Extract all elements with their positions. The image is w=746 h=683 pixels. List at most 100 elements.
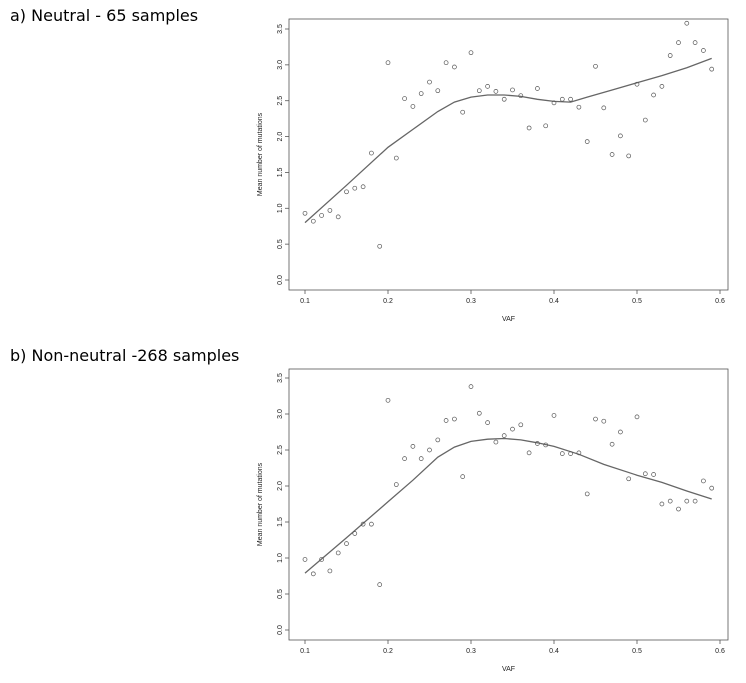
- chart-2-data-point: [410, 444, 416, 449]
- chart-2-data-point: [352, 531, 358, 536]
- chart-1-data-point: [642, 117, 648, 123]
- chart-2-x-tick-label: 0.3: [466, 648, 476, 655]
- chart-2-data-point: [360, 521, 366, 527]
- chart-1-y-tick-label: 3.5: [277, 24, 284, 34]
- chart-1-data-point: [634, 81, 640, 87]
- chart-2-data-point: [335, 550, 341, 556]
- chart-1-data-point: [659, 84, 665, 89]
- chart-1-x-tick-label: 0.4: [549, 298, 559, 305]
- chart-2-trend-line: [304, 437, 712, 574]
- chart-2-data-point: [310, 571, 316, 577]
- chart-1-data-point: [493, 89, 499, 94]
- chart-1-data-point: [684, 20, 690, 26]
- chart-2-data-point: [642, 471, 648, 477]
- chart-2-data-point: [676, 506, 681, 512]
- chart-2-data-point: [501, 433, 507, 438]
- chart-1-data-point: [551, 100, 557, 106]
- chart-2-y-tick-label: 2.5: [277, 445, 284, 455]
- chart-2-data-point: [427, 447, 432, 453]
- chart-1-data-point: [667, 53, 673, 58]
- chart-1-data-point: [701, 48, 706, 53]
- chart-1-data-point: [626, 153, 632, 159]
- chart-2-data-point: [526, 450, 532, 456]
- chart-1-data-point: [452, 64, 457, 70]
- chart-2-data-point: [576, 450, 582, 456]
- chart-1-x-tick-label: 0.1: [300, 298, 310, 305]
- chart-1-data-point: [609, 152, 615, 157]
- chart-2-data-point: [518, 422, 524, 428]
- chart-1-data-point: [559, 96, 565, 102]
- chart-1-data-point: [709, 66, 715, 72]
- chart-2-data-point: [460, 474, 466, 479]
- chart-1-data-point: [443, 60, 449, 66]
- chart-1-data-point: [468, 50, 474, 56]
- chart-1-data-point: [360, 184, 366, 190]
- chart-1-data-point: [601, 105, 607, 111]
- chart-2-data-point: [369, 521, 374, 527]
- chart-2-data-point: [543, 442, 549, 448]
- chart-1-data-point: [418, 91, 424, 96]
- chart-1-data-point: [435, 88, 441, 94]
- chart-2-data-point: [684, 498, 690, 504]
- chart-2-y-tick-label: 0.5: [277, 589, 284, 599]
- chart-1-data-point: [584, 139, 590, 144]
- chart-2-plot-frame: [288, 368, 729, 641]
- chart-1-data-point: [385, 60, 391, 66]
- chart-1-data-point: [327, 208, 333, 213]
- chart-1-plot-frame: [288, 18, 729, 291]
- chart-1-data-point: [543, 123, 549, 129]
- chart-2-data-point: [634, 414, 640, 420]
- chart-2-y-tick-label: 1.5: [277, 517, 284, 527]
- chart-1-data-point: [344, 189, 349, 195]
- chart-1-data-point: [319, 213, 324, 218]
- chart-1-data-point: [651, 92, 656, 98]
- chart-1-data-point: [402, 96, 407, 101]
- chart-2-data-point: [385, 397, 391, 403]
- chart-1-x-tick-label: 0.2: [383, 298, 393, 305]
- chart-2-data-point: [452, 416, 457, 422]
- chart-1-data-point: [460, 109, 466, 115]
- chart-1-data-point: [576, 104, 582, 110]
- chart-1-y-tick-label: 3.0: [277, 60, 284, 70]
- chart-2-data-point: [443, 418, 449, 423]
- chart-2-x-tick-label: 0.2: [383, 648, 393, 655]
- chart-1-y-tick-label: 1.5: [277, 167, 284, 177]
- chart-2-data-point: [568, 451, 573, 456]
- chart-1-data-point: [476, 88, 482, 94]
- chart-1-data-point: [618, 133, 623, 139]
- chart-2-data-point: [618, 429, 623, 435]
- chart-1-data-point: [692, 40, 698, 45]
- chart-1-data-point: [352, 185, 358, 191]
- chart-1-data-point: [526, 125, 532, 131]
- chart-2-data-point: [692, 498, 698, 504]
- chart-2-x-tick-label: 0.4: [549, 648, 559, 655]
- chart-2-data-point: [709, 485, 715, 491]
- chart-2-y-tick-label: 3.5: [277, 373, 284, 383]
- chart-1-data-point: [393, 155, 399, 161]
- chart-2-y-tick-label: 0.0: [277, 625, 284, 635]
- chart-1-data-point: [535, 86, 540, 91]
- chart-2-data-point: [651, 472, 656, 477]
- chart-2-data-point: [418, 456, 424, 461]
- chart-1-y-tick-label: 0.0: [277, 275, 284, 285]
- chart-2-data-point: [377, 582, 383, 587]
- chart-2-data-point: [327, 568, 333, 574]
- chart-1-x-tick-label: 0.3: [466, 298, 476, 305]
- chart-2-data-point: [701, 478, 706, 484]
- chart-1-y-axis-title: Mean number of mutations: [257, 112, 264, 196]
- chart-1-data-point: [510, 87, 515, 93]
- chart-1-y-tick-label: 0.5: [277, 239, 284, 249]
- chart-2-data-point: [319, 557, 324, 562]
- chart-1-data-point: [518, 93, 524, 99]
- chart-2-data-point: [510, 426, 515, 432]
- chart-2-x-tick-label: 0.1: [300, 648, 310, 655]
- chart-2-data-point: [551, 413, 557, 418]
- chart-1-data-point: [310, 218, 316, 224]
- chart-2-y-axis-title: Mean number of mutations: [257, 462, 264, 546]
- chart-1-y-tick-label: 2.0: [277, 132, 284, 142]
- panel-b-caption: b) Non-neutral -268 samples: [10, 346, 240, 365]
- chart-2-data-point: [601, 418, 607, 424]
- chart-1-data-point: [369, 150, 374, 156]
- chart-2-y-tick-label: 1.0: [277, 553, 284, 563]
